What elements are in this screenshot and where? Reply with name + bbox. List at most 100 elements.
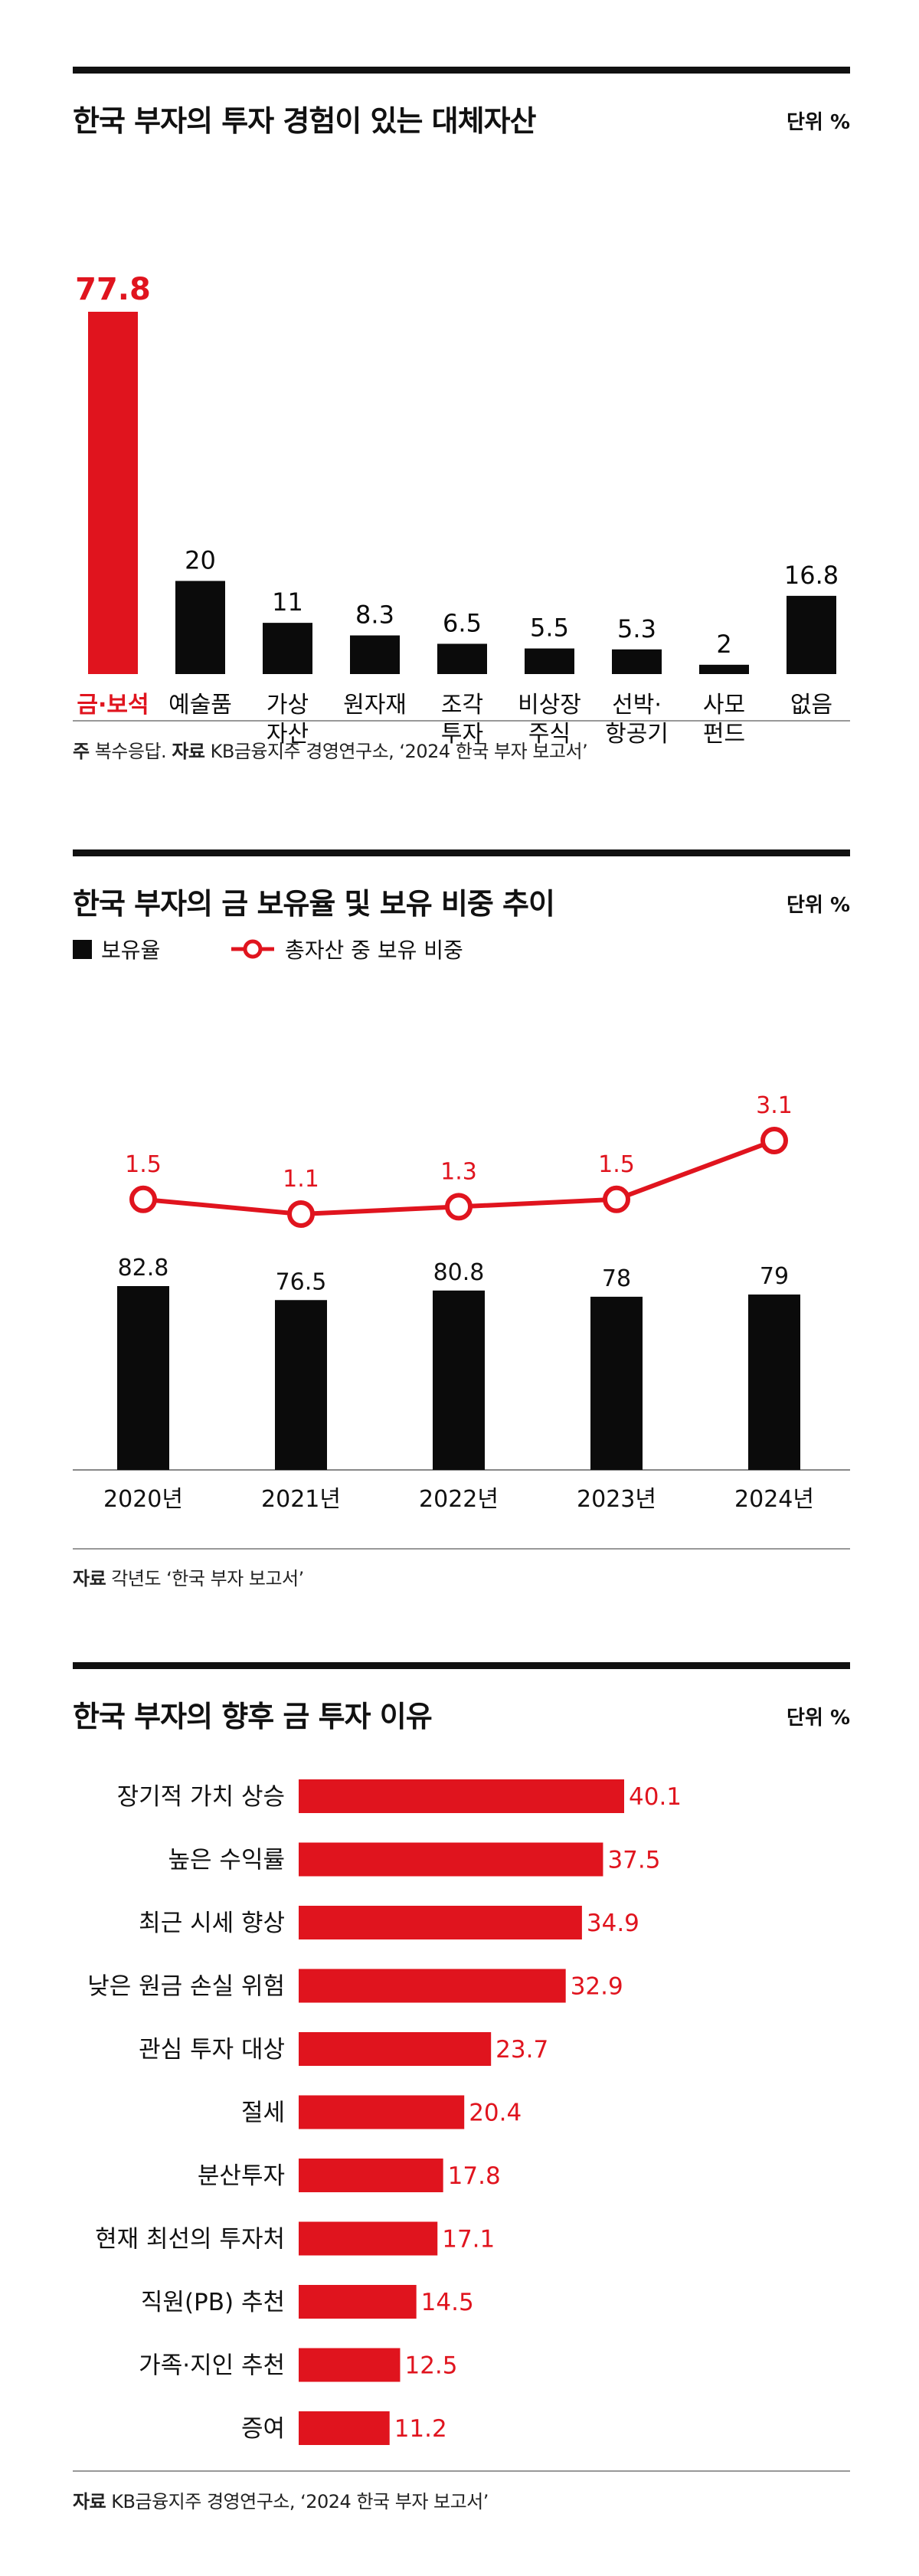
bar-2 [263, 623, 312, 674]
value-label-10: 11.2 [394, 2415, 447, 2443]
value-label-4: 6.5 [443, 608, 482, 637]
category-label-0: 장기적 가치 상승 [117, 1783, 285, 1811]
bar-6 [299, 2159, 443, 2192]
ratio-value-label-3: 1.5 [598, 1151, 635, 1178]
category-label-6: 분산투자 [198, 2162, 285, 2190]
category-label-2: 가상 자산 [267, 692, 309, 748]
category-label-4: 조각 투자 [441, 692, 483, 748]
top-rule [73, 849, 850, 856]
bar-8 [787, 595, 836, 674]
category-label-5: 절세 [241, 2100, 285, 2127]
bar-10 [299, 2411, 390, 2445]
ratio-point-0 [129, 1185, 157, 1213]
bar-3 [350, 635, 400, 674]
value-label-7: 2 [716, 630, 731, 659]
category-label-3: 낮은 원금 손실 위험 [87, 1973, 285, 2001]
chart-gold-holding-trend: 한국 부자의 금 보유율 및 보유 비중 추이 단위 % 보유율 총자산 중 보… [73, 849, 850, 1600]
chart1-source-note: 주 복수응답. 자료 KB금융지주 경영연구소, ‘2024 한국 부자 보고서… [73, 736, 588, 763]
bar-2 [299, 1906, 582, 1939]
chart2-title: 한국 부자의 금 보유율 및 보유 비중 추이 [73, 887, 555, 921]
bar-0 [299, 1779, 624, 1813]
chart2-source-note: 자료 각년도 ‘한국 부자 보고서’ [73, 1563, 304, 1590]
value-label-7: 17.1 [442, 2226, 495, 2254]
chart1-unit: 단위 % [787, 111, 850, 134]
note-text: 복수응답. [89, 741, 172, 762]
chart-gold-reasons: 한국 부자의 향후 금 투자 이유 단위 % 장기적 가치 상승 40.1 높은 수… [73, 1662, 850, 2520]
value-label-2: 11 [272, 588, 303, 617]
value-label-0: 40.1 [629, 1783, 682, 1811]
source-text: 각년도 ‘한국 부자 보고서’ [106, 1568, 304, 1589]
value-label-3: 8.3 [355, 601, 394, 630]
source-text: KB금융지주 경영연구소, ‘2024 한국 부자 보고서’ [106, 2491, 489, 2512]
value-label-5: 20.4 [469, 2100, 522, 2127]
category-label-3: 원자재 [343, 692, 407, 718]
x-tick-label-3: 2023년 [577, 1486, 656, 1513]
bar-0 [117, 1286, 169, 1470]
bar-7 [299, 2221, 438, 2256]
chart2-unit: 단위 % [787, 894, 850, 917]
bar-1 [299, 1842, 603, 1877]
chart3-unit: 단위 % [787, 1707, 850, 1730]
chart3-divider [73, 2470, 850, 2472]
value-label-6: 17.8 [448, 2162, 501, 2190]
ratio-value-label-1: 1.1 [283, 1166, 319, 1193]
legend-line-swatch [231, 939, 274, 959]
ratio-value-label-0: 1.5 [125, 1151, 162, 1178]
value-label-8: 16.8 [784, 561, 839, 590]
bar-4 [437, 643, 487, 674]
category-label-7: 현재 최선의 투자처 [95, 2226, 285, 2254]
bar-1 [175, 581, 225, 674]
category-label-0: 금·보석 [77, 692, 149, 718]
bar-3 [299, 1969, 566, 2003]
bar-4 [299, 2032, 492, 2066]
category-label-7: 사모 펀드 [703, 692, 745, 748]
value-label-6: 5.3 [617, 614, 656, 643]
chart-alt-assets: 한국 부자의 투자 경험이 있는 대체자산 단위 % 77.8 금·보석 20 예술품… [73, 67, 850, 779]
source-label: 자료 [73, 2491, 106, 2512]
bar-9 [299, 2348, 401, 2382]
value-label-1: 37.5 [607, 1847, 660, 1874]
value-label-2: 34.9 [587, 1910, 639, 1937]
bar-1 [275, 1300, 327, 1470]
ratio-value-label-4: 3.1 [756, 1092, 793, 1119]
category-label-1: 높은 수익률 [168, 1847, 285, 1874]
ratio-point-2 [445, 1193, 473, 1221]
bar-8 [299, 2285, 417, 2319]
value-label-3: 32.9 [571, 1973, 623, 2001]
value-label-8: 14.5 [421, 2289, 474, 2316]
x-tick-label-1: 2021년 [261, 1486, 341, 1513]
category-label-8: 없음 [790, 692, 832, 718]
chart2-legend: 보유율 총자산 중 보유 비중 [73, 934, 609, 964]
chart3-source-note: 자료 KB금융지주 경영연구소, ‘2024 한국 부자 보고서’ [73, 2486, 489, 2513]
top-rule [73, 1662, 850, 1669]
source-label: 자료 [172, 741, 205, 762]
bar-5 [525, 648, 574, 674]
chart2-plot: 82.8 2020년 76.5 2021년 80.8 2022년 78 2023년 79 2024… [73, 1092, 850, 1513]
chart1-title: 한국 부자의 투자 경험이 있는 대체자산 [73, 104, 537, 138]
bar-4 [748, 1295, 800, 1470]
bar-2 [433, 1290, 485, 1470]
bar-value-label-4: 79 [760, 1263, 789, 1290]
value-label-0: 77.8 [75, 272, 151, 307]
category-label-5: 비상장 주식 [518, 692, 581, 748]
bar-value-label-2: 80.8 [433, 1259, 485, 1286]
bar-value-label-3: 78 [602, 1265, 631, 1292]
chart1-divider [73, 720, 850, 722]
chart1-plot: 77.8 금·보석 20 예술품 11 가상 자산 8.3 원자재 6.5 조각 투자 5.5 비상장 주식… [75, 272, 839, 748]
category-label-10: 증여 [241, 2415, 285, 2443]
chart2-divider [73, 1548, 850, 1550]
chart3-title: 한국 부자의 향후 금 투자 이유 [73, 1700, 433, 1733]
legend-bar-label: 보유율 [101, 938, 161, 963]
value-label-4: 23.7 [495, 2036, 548, 2064]
category-label-2: 최근 시세 향상 [139, 1910, 285, 1937]
bar-0 [88, 312, 138, 674]
ratio-value-label-2: 1.3 [440, 1158, 477, 1185]
x-tick-label-0: 2020년 [103, 1486, 183, 1513]
legend-line-label: 총자산 중 보유 비중 [285, 938, 463, 963]
category-label-8: 직원(PB) 추천 [141, 2289, 285, 2316]
note-label: 주 [73, 741, 90, 762]
ratio-point-3 [603, 1185, 630, 1213]
bar-3 [590, 1296, 643, 1470]
category-label-9: 가족·지인 추천 [139, 2352, 285, 2380]
ratio-point-1 [287, 1200, 315, 1228]
